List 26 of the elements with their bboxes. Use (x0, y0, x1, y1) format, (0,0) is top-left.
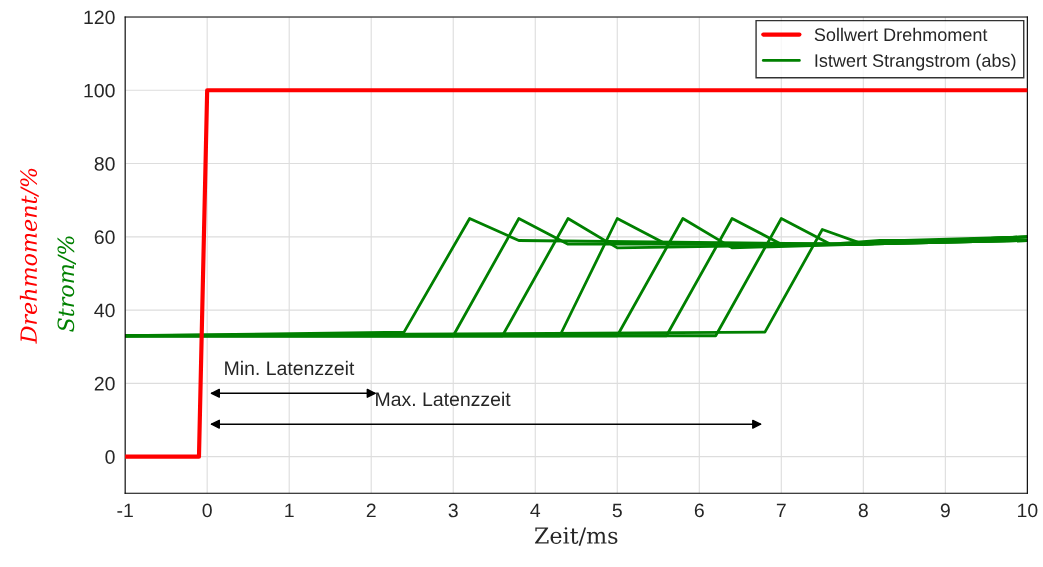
y-tick-label: 0 (105, 450, 115, 464)
x-tick-label: 6 (694, 503, 704, 518)
x-tick-label: 10 (1018, 503, 1038, 518)
x-tick-label: 0 (202, 503, 212, 518)
y-tick-label: 100 (84, 83, 115, 98)
x-tick-label: -1 (117, 503, 133, 518)
x-tick-label: 3 (448, 503, 458, 518)
x-tick-label: 8 (858, 503, 868, 518)
x-tick-label: 2 (366, 503, 376, 518)
annotation: Max. Latenzzeit (376, 391, 511, 407)
y-tick-label: 120 (84, 10, 115, 25)
y-tick-label: 60 (94, 230, 115, 245)
x-tick-label: 4 (530, 503, 541, 518)
y-axis-title: Drehmoment/% (19, 168, 39, 344)
x-tick-label: 1 (285, 503, 294, 518)
legend-label: Sollwert Drehmoment (814, 27, 988, 42)
y-tick-label: 40 (94, 303, 115, 318)
x-tick-label: 7 (776, 503, 786, 518)
annotation: Min. Latenzzeit (225, 360, 355, 376)
x-tick-label: 9 (940, 503, 950, 518)
legend-label: Istwert Strangstrom (abs) (815, 53, 1016, 71)
y-tick-label: 80 (94, 157, 115, 171)
y2-axis-title: Strom/% (57, 236, 76, 332)
y-tick-label: 20 (94, 376, 115, 391)
x-axis-title: Zeit/ms (534, 527, 618, 546)
x-tick-label: 5 (612, 503, 622, 518)
